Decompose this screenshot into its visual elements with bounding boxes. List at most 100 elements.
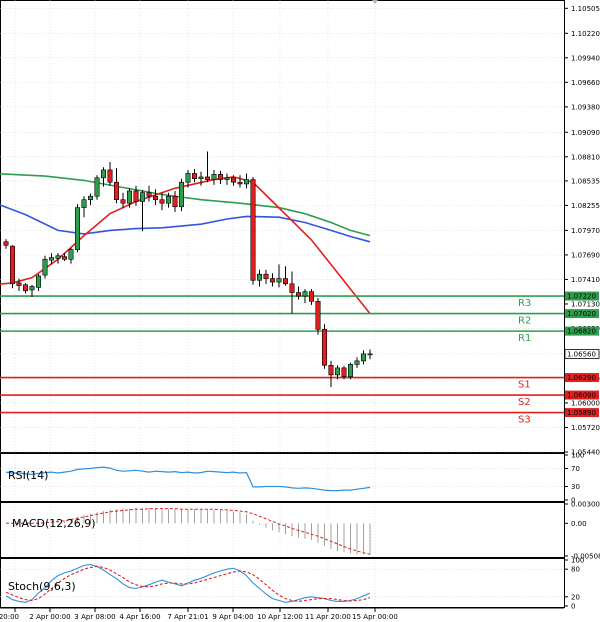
- candle-body: [269, 278, 275, 283]
- moving-average-line: [0, 172, 371, 237]
- candle-body: [16, 282, 22, 286]
- candle-body: [295, 292, 301, 297]
- time-tick-label: 2 Apr 00:00: [29, 613, 70, 621]
- pivot-level-tag: S2: [518, 397, 531, 408]
- macd-signal-line: [6, 508, 371, 555]
- indicator-tick-label: 0.00: [571, 520, 587, 528]
- level-price-label: 1.07220: [567, 293, 596, 301]
- scroll-indicator-icon: [372, 0, 378, 4]
- level-price-label: 1.05890: [567, 409, 596, 417]
- candle-body: [334, 367, 340, 376]
- candle-body: [75, 207, 81, 250]
- time-axis: 1 Apr 20:00 2 Apr 00:00 3 Apr 08:00 4 Apr 1…: [0, 607, 564, 621]
- candle-body: [263, 273, 269, 279]
- candle-body: [107, 169, 113, 183]
- candle-body: [302, 291, 308, 297]
- time-tick-label: 1 Apr 20:00: [0, 613, 19, 621]
- level-price-tags: 1.07220 1.07020 1.06820 1.06290 1.06090 1.058…: [564, 291, 600, 418]
- candle-body: [276, 278, 282, 283]
- price-tick-label: 1.09660: [571, 79, 600, 87]
- pivot-level-tag: S3: [518, 415, 531, 426]
- rsi-line: [0, 466, 564, 492]
- level-price-box: [565, 309, 599, 319]
- rsi-series-line: [5, 466, 371, 492]
- candle-body: [179, 181, 185, 208]
- candle-body: [120, 199, 126, 204]
- pivot-level-tag: R1: [518, 333, 531, 344]
- price-tick-label: 1.08535: [571, 177, 600, 185]
- stoch-series-line: [5, 565, 371, 602]
- candle-body: [10, 245, 16, 285]
- price-tick-label: 1.08255: [571, 202, 600, 210]
- indicator-tick-label: -0.005081: [571, 553, 600, 561]
- candle-body: [211, 174, 217, 180]
- macd-histogram: [57, 507, 371, 555]
- candle-body: [81, 199, 87, 208]
- price-tick-label: 1.09380: [571, 103, 600, 111]
- moving-average-line: [0, 204, 371, 243]
- price-tick-label: 1.10505: [571, 5, 600, 13]
- candle-body: [231, 177, 237, 183]
- price-tick-label: 1.05720: [571, 424, 600, 432]
- stoch-lines: [0, 564, 564, 603]
- pivot-level-tag: R3: [518, 298, 531, 309]
- level-price-box: [565, 291, 599, 301]
- candle-body: [224, 177, 230, 180]
- candle-body: [341, 367, 347, 377]
- price-tick-label: 1.08810: [571, 153, 600, 161]
- candle-body: [256, 273, 262, 281]
- indicator-tick-label: 100: [571, 452, 584, 460]
- candle-body: [347, 364, 353, 377]
- stoch-series-line: [5, 564, 371, 603]
- pivot-level-tag: R2: [518, 316, 531, 327]
- level-price-label: 1.06290: [567, 374, 596, 382]
- pivot-levels: R3 R2 R1 S1 S2 S3: [0, 295, 564, 426]
- pivot-level-tag: S1: [518, 380, 531, 391]
- stoch-title: Stoch(9,6,3): [8, 580, 76, 593]
- price-tick-label: 1.07970: [571, 227, 600, 235]
- candle-body: [328, 364, 334, 376]
- macd-title: MACD(12,26,9): [12, 517, 96, 530]
- time-tick-label: 3 Apr 08:00: [74, 613, 115, 621]
- candle-body: [35, 275, 41, 288]
- price-tick-label: 1.07690: [571, 251, 600, 259]
- candle-body: [360, 353, 366, 362]
- candle-body: [159, 199, 165, 204]
- candle-body: [198, 176, 204, 179]
- candle-body: [367, 353, 373, 356]
- price-panel: R3 R2 R1 S1 S2 S3 1.10505 1.10220 1.09940 1.0966…: [0, 0, 600, 606]
- candle-body: [133, 190, 139, 202]
- rsi-title: RSI(14): [8, 469, 48, 482]
- price-tick-label: 1.09940: [571, 54, 600, 62]
- macd-axis: 0.003008 0.00 -0.005081: [564, 501, 600, 561]
- candle-body: [244, 179, 250, 185]
- indicator-tick-label: 0: [571, 603, 575, 611]
- macd-panel: MACD(12,26,9) 0.003008 0.00 -0.005081: [0, 501, 600, 561]
- candle-body: [205, 176, 211, 180]
- price-tick-label: 1.05440: [571, 449, 600, 457]
- candle-body: [114, 181, 120, 201]
- price-tick-label: 1.10220: [571, 30, 600, 38]
- rsi-panel: RSI(14) 100 70 30 0: [0, 452, 584, 505]
- level-price-box: [565, 390, 599, 400]
- candle-body: [29, 286, 35, 291]
- candle-body: [22, 284, 28, 292]
- indicator-tick-label: 20: [571, 593, 580, 601]
- candle-body: [68, 249, 74, 260]
- candle-body: [88, 195, 94, 201]
- time-tick-label: 7 Apr 21:01: [167, 613, 208, 621]
- candle-body: [101, 169, 107, 179]
- current-price-label: 1.06560: [567, 350, 596, 358]
- candle-body: [127, 190, 133, 204]
- candle-body: [61, 256, 67, 260]
- candle-body: [237, 181, 243, 185]
- level-price-box: [565, 408, 599, 418]
- candle-body: [315, 301, 321, 330]
- candle-body: [94, 177, 100, 197]
- rsi-axis: 100 70 30 0: [564, 452, 584, 505]
- level-price-label: 1.06820: [567, 328, 596, 336]
